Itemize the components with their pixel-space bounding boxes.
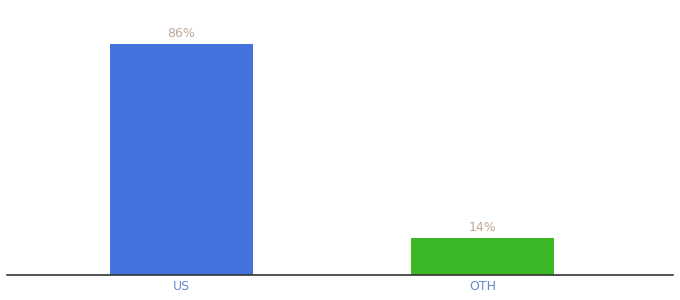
Bar bbox=[110, 44, 253, 275]
Bar bbox=[411, 238, 554, 275]
Text: 86%: 86% bbox=[167, 28, 195, 40]
Text: 14%: 14% bbox=[469, 220, 496, 234]
